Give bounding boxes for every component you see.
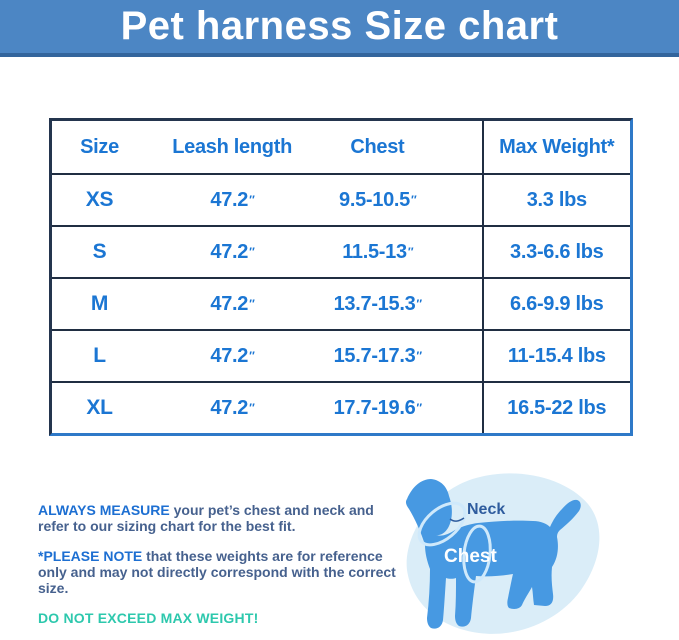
note-max-weight-warning: DO NOT EXCEED MAX WEIGHT! — [38, 610, 404, 626]
size-table: Size Leash length Chest Max Weight* XS 47.2 ″ 9… — [49, 118, 633, 436]
cell-xs-leash-length: 47.2 ″ — [147, 173, 318, 225]
cell-s-max-weight: 3.3-6.6 lbs — [481, 225, 630, 277]
cell-xl-chest: 17.7-19.6 ″ — [317, 381, 482, 433]
row-size-label-m: M — [52, 277, 147, 329]
col-header-chest: Chest — [350, 135, 405, 158]
neck-label: Neck — [467, 501, 505, 518]
chest-label: Chest — [444, 546, 497, 567]
cell-xl-max-weight: 16.5-22 lbs — [481, 381, 630, 433]
page-title: Pet harness Size chart — [120, 4, 559, 48]
cell-xl-leash-length: 47.2 ″ — [147, 381, 318, 433]
note-please-note-text: that these weights are for reference onl… — [38, 548, 396, 596]
row-size-label-xs: XS — [52, 173, 147, 225]
cell-xs-chest: 9.5-10.5 ″ — [317, 173, 482, 225]
neck-measure-line — [417, 501, 467, 547]
note-max-weight-warning-lead: DO NOT EXCEED MAX WEIGHT! — [38, 610, 259, 626]
notes-section: ALWAYS MEASURE your pet’s chest and neck… — [38, 502, 404, 640]
note-please-note-lead: *PLEASE NOTE — [38, 548, 143, 564]
col-header-max-weight: Max Weight* — [481, 121, 630, 173]
cell-l-max-weight: 11-15.4 lbs — [481, 329, 630, 381]
dog-silhouette — [405, 479, 581, 629]
title-banner: Pet harness Size chart — [0, 0, 679, 57]
col-header-leash-length: Leash length — [172, 135, 292, 158]
cell-m-leash-length: 47.2 ″ — [147, 277, 318, 329]
note-please-note: *PLEASE NOTE that these weights are for … — [38, 548, 404, 596]
note-always-measure-lead: ALWAYS MEASURE — [38, 502, 170, 518]
cell-xs-max-weight: 3.3 lbs — [481, 173, 630, 225]
note-always-measure: ALWAYS MEASURE your pet’s chest and neck… — [38, 502, 404, 534]
cell-m-max-weight: 6.6-9.9 lbs — [481, 277, 630, 329]
note-always-measure-text: your pet’s chest and neck and refer to o… — [38, 502, 374, 534]
row-size-label-xl: XL — [52, 381, 147, 433]
col-header-size: Size — [80, 135, 119, 158]
row-size-label-l: L — [52, 329, 147, 381]
cell-l-leash-length: 47.2 ″ — [147, 329, 318, 381]
cell-l-chest: 15.7-17.3 ″ — [317, 329, 482, 381]
dog-measurement-diagram: Neck Chest — [380, 466, 672, 640]
cell-m-chest: 13.7-15.3 ″ — [317, 277, 482, 329]
neck-label-pointer — [449, 517, 465, 522]
chest-measure-line — [462, 524, 492, 584]
cell-s-chest: 11.5-13 ″ — [317, 225, 482, 277]
cell-s-leash-length: 47.2 ″ — [147, 225, 318, 277]
row-size-label-s: S — [52, 225, 147, 277]
